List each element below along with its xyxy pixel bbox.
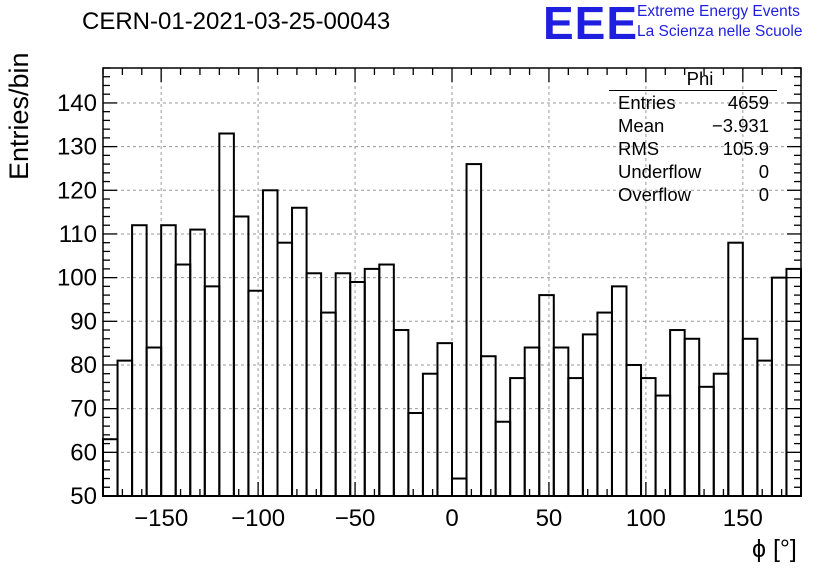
histogram-bin [320, 311, 337, 498]
stats-label: Entries [618, 92, 676, 113]
histogram-bin [131, 224, 148, 497]
y-tick-label: 60 [70, 439, 97, 466]
histogram-bin [727, 241, 744, 497]
logo-caption-line2: La Scienza nelle Scuole [637, 23, 803, 40]
y-tick-label: 50 [70, 483, 97, 510]
histogram-bin [378, 263, 395, 497]
histogram-bin [741, 337, 759, 497]
histogram-bin [363, 267, 381, 497]
stats-label: Overflow [618, 184, 691, 205]
histogram-bin [698, 385, 715, 497]
stats-label: RMS [618, 138, 660, 159]
logo-caption-line1: Extreme Energy Events [637, 3, 800, 20]
histogram-bin [232, 215, 250, 497]
y-tick-label: 140 [57, 90, 97, 117]
histogram-bin [436, 342, 454, 497]
y-tick-label: 90 [70, 308, 97, 335]
x-tick-label: 50 [536, 505, 563, 532]
y-tick-label: 120 [57, 177, 97, 204]
histogram-bin [683, 337, 701, 497]
histogram-bin [261, 189, 279, 498]
y-tick-label: 130 [57, 134, 97, 161]
histogram-bin [552, 346, 570, 497]
histogram-bin [610, 285, 628, 497]
histogram-bin [625, 363, 643, 497]
y-axis-label: Entries/bin [4, 52, 34, 180]
histogram-bin [174, 263, 192, 497]
eee-logo: EEE [543, 0, 639, 49]
histogram-bin [218, 132, 235, 498]
stats-value: −3.931 [711, 115, 769, 136]
y-tick-label: 110 [59, 221, 97, 248]
x-tick-label: 0 [445, 505, 458, 532]
histogram-bin [523, 346, 541, 497]
histogram-bin [145, 346, 163, 497]
histogram-bin [465, 163, 483, 497]
histogram-bin [334, 272, 352, 498]
histogram-bin [421, 372, 439, 498]
histogram-bin [189, 228, 206, 498]
histogram-bin [407, 412, 424, 498]
x-tick-label: 100 [626, 505, 666, 532]
stats-row-rms: RMS 105.9 [609, 137, 777, 160]
histogram-bin [160, 224, 177, 497]
stats-value: 0 [758, 184, 769, 205]
histogram-bin [596, 311, 613, 498]
y-tick-label: 70 [70, 396, 97, 423]
logo-caption: Extreme Energy Events La Scienza nelle S… [637, 2, 802, 42]
stats-label: Mean [618, 115, 665, 136]
x-tick-label: −150 [134, 505, 188, 532]
histogram-bin [392, 329, 410, 497]
histogram-bin [538, 294, 555, 498]
stats-row-entries: Entries 4659 [609, 91, 777, 114]
histogram-bin [770, 276, 788, 497]
histogram-bin [654, 394, 672, 498]
x-tick-label: 150 [723, 505, 763, 532]
histogram-bin [291, 206, 308, 497]
stats-value: 4659 [727, 92, 769, 113]
stats-row-underflow: Underflow 0 [609, 160, 777, 183]
histogram-bin [567, 377, 584, 497]
y-tick-label: 100 [57, 265, 97, 292]
histogram-bin [116, 359, 134, 497]
run-title: CERN-01-2021-03-25-00043 [82, 8, 391, 35]
stats-box: Phi Entries 4659 Mean −3.931 RMS 105.9 U… [609, 68, 777, 206]
stats-label: Underflow [618, 161, 702, 182]
stats-title: Phi [609, 68, 777, 91]
stats-value: 105.9 [722, 138, 769, 159]
histogram-bin [712, 372, 730, 498]
histogram-bin [480, 355, 497, 497]
histogram-bin [509, 377, 526, 497]
x-tick-label: −50 [335, 505, 376, 532]
histogram-bin [640, 377, 657, 497]
histogram-bin [451, 477, 468, 497]
histogram-bin [669, 329, 686, 497]
stats-value: 0 [758, 161, 769, 182]
histogram-bin [581, 333, 599, 498]
stats-row-overflow: Overflow 0 [609, 183, 777, 206]
histogram-bin [349, 281, 366, 497]
x-tick-label: −100 [231, 505, 285, 532]
histogram-bin [305, 272, 323, 498]
histogram-bin [203, 285, 221, 497]
histogram-bin [494, 420, 512, 497]
stats-row-mean: Mean −3.931 [609, 114, 777, 137]
histogram-bin [276, 241, 294, 497]
y-tick-label: 80 [70, 352, 97, 379]
x-axis-label: ϕ [°] [752, 535, 797, 563]
histogram-bin [756, 359, 773, 497]
